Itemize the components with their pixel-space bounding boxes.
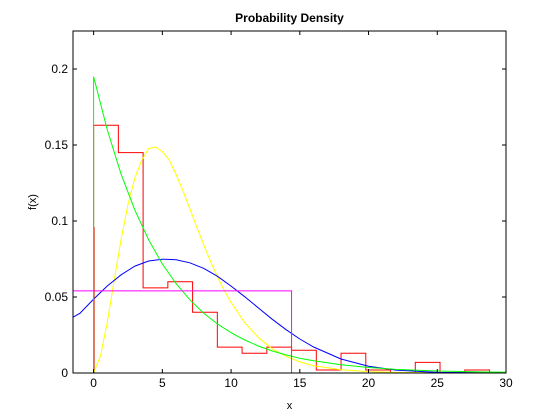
density-curve-1 bbox=[93, 146, 507, 374]
series-layer bbox=[72, 76, 507, 374]
x-tick-label: 10 bbox=[224, 376, 238, 390]
density-curve-3 bbox=[93, 76, 507, 374]
y-axis-label: f(x) bbox=[27, 194, 39, 210]
x-tick-label: 15 bbox=[293, 376, 307, 390]
y-tick-label: 0 bbox=[61, 366, 68, 380]
density-curve-2 bbox=[72, 258, 507, 374]
x-axis-label: x bbox=[287, 400, 293, 412]
y-tick-label: 0.1 bbox=[51, 214, 68, 228]
uniform-density bbox=[73, 290, 293, 373]
x-tick-label: 20 bbox=[362, 376, 376, 390]
x-tick-label: 25 bbox=[431, 376, 445, 390]
y-tick-label: 0.15 bbox=[45, 138, 69, 152]
chart-title: Probability Density bbox=[235, 11, 344, 25]
y-tick-label: 0.05 bbox=[45, 290, 69, 304]
axes-box bbox=[72, 30, 507, 374]
x-tick-label: 0 bbox=[90, 376, 97, 390]
x-tick-label: 30 bbox=[499, 376, 513, 390]
plot-area bbox=[73, 31, 506, 373]
x-tick-label: 5 bbox=[159, 376, 166, 390]
ticks-layer: 0 5 10 15 20 25 30 0 0.05 0.1 0.15 0.2 bbox=[45, 31, 513, 390]
y-tick-label: 0.2 bbox=[51, 62, 68, 76]
